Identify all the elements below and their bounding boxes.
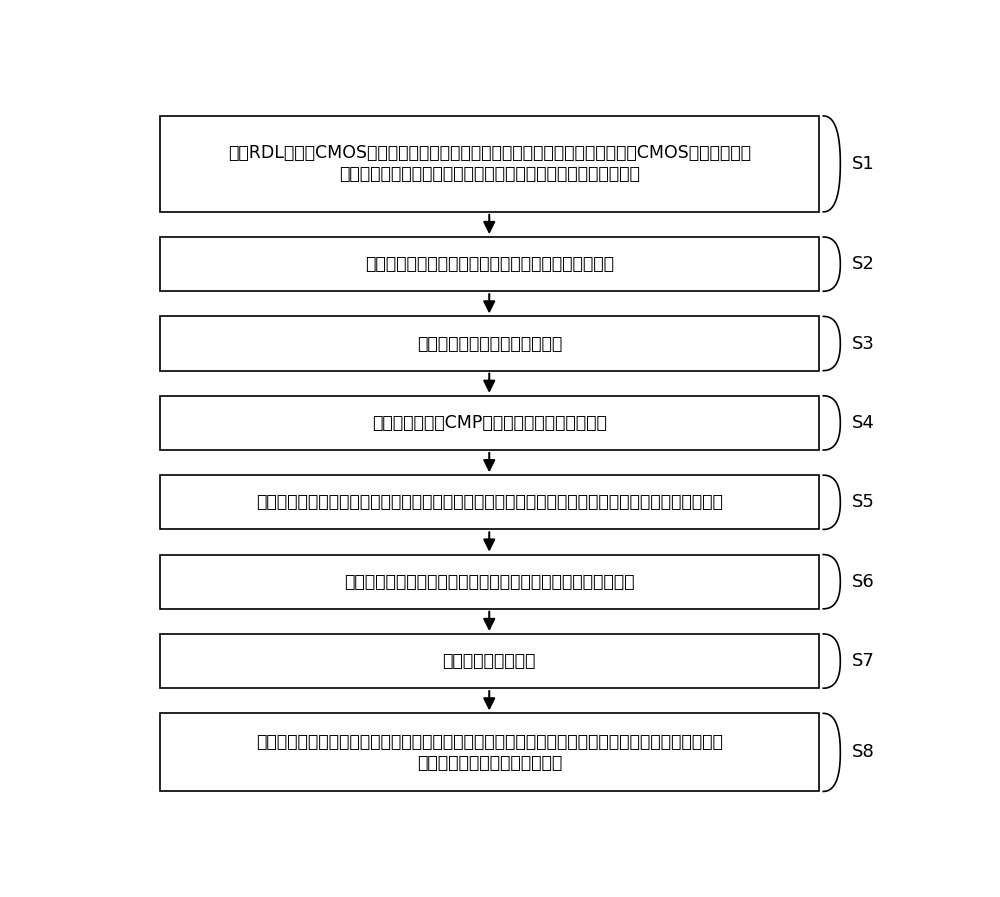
- Bar: [160, 116, 819, 212]
- Text: 沉积形成第二牺牲层: 沉积形成第二牺牲层: [443, 652, 536, 670]
- Text: S6: S6: [852, 572, 875, 591]
- Bar: [160, 554, 819, 609]
- Text: 在第一互连柱上方沉积第二金属互连层，并刻蚀第二金属互连层成第一图形化电极结构，以形成梁结构: 在第一互连柱上方沉积第二金属互连层，并刻蚀第二金属互连层成第一图形化电极结构，以…: [256, 493, 723, 511]
- Bar: [160, 475, 819, 529]
- Text: S1: S1: [852, 155, 875, 173]
- Bar: [160, 634, 819, 688]
- Text: 采用RDL工艺在CMOS测量电路系统的顶层金属上制备第一金属互连层；或者，以CMOS测量电路系统
的顶层金属作为第一金属互连层；其中，第一金属互连层为反射层: 采用RDL工艺在CMOS测量电路系统的顶层金属上制备第一金属互连层；或者，以CM…: [228, 144, 751, 183]
- Text: S8: S8: [852, 744, 875, 762]
- Text: S4: S4: [852, 414, 875, 432]
- Text: S5: S5: [852, 493, 875, 511]
- Text: 在第一介质层上沉积第一牺牲层: 在第一介质层上沉积第一牺牲层: [417, 335, 562, 353]
- Text: 沉积第四金属互连层和第二介质层，并刻蚀第四金属互连层成第二图形化电极结构，以形成吸收板；其
中，第二介质层为热敏感介质层: 沉积第四金属互连层和第二介质层，并刻蚀第四金属互连层成第二图形化电极结构，以形成…: [256, 733, 723, 771]
- Bar: [160, 237, 819, 292]
- Bar: [160, 317, 819, 370]
- Text: S2: S2: [852, 255, 875, 273]
- Bar: [160, 713, 819, 791]
- Text: 沉积第三金属互连层，并刻蚀第三金属互连层以形成第二互连柱: 沉积第三金属互连层，并刻蚀第三金属互连层以形成第二互连柱: [344, 572, 635, 591]
- Text: 采用通孔工艺和CMP平坦化工艺制备第一互连柱: 采用通孔工艺和CMP平坦化工艺制备第一互连柱: [372, 414, 607, 432]
- Text: S3: S3: [852, 335, 875, 353]
- Bar: [160, 396, 819, 450]
- Text: S7: S7: [852, 652, 875, 670]
- Text: 沉积第一介质层；其中，第一介质层为密闭释放隔绝层: 沉积第一介质层；其中，第一介质层为密闭释放隔绝层: [365, 255, 614, 273]
